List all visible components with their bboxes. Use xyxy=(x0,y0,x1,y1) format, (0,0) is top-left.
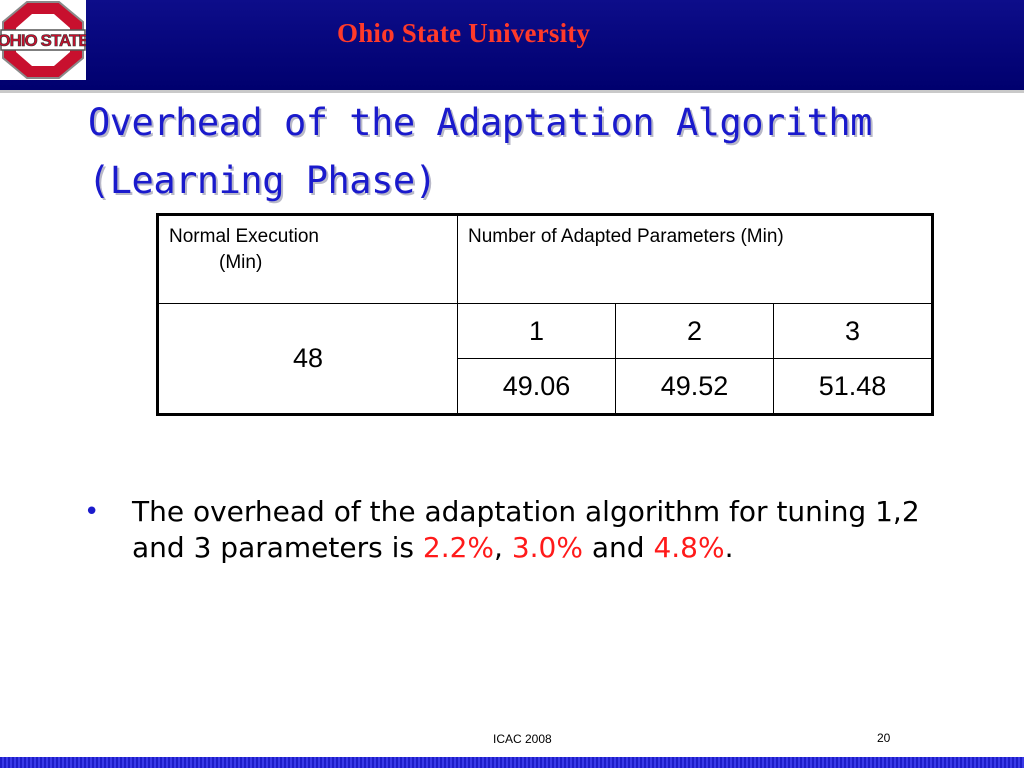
bullet-separator-1: , xyxy=(494,531,512,564)
table-row: 49.06 49.52 51.48 xyxy=(158,358,933,415)
overhead-value-1: 2.2% xyxy=(422,531,495,564)
bottom-bar xyxy=(0,757,1024,768)
overhead-table: Normal Execution (Min) Number of Adapted… xyxy=(156,213,934,416)
param-time-cell: 51.48 xyxy=(773,358,933,415)
param-count-cell: 3 xyxy=(773,303,933,359)
slide-title-line2: (Learning Phase) xyxy=(88,159,437,202)
slide-title: Overhead of the Adaptation Algorithm (Le… xyxy=(88,94,988,210)
bullet-dot-icon: • xyxy=(84,497,100,527)
footer-conference: ICAC 2008 xyxy=(493,732,552,746)
header-normal-execution-label: Normal Execution xyxy=(169,226,319,247)
param-count-cell: 2 xyxy=(615,303,774,359)
header-normal-execution: Normal Execution (Min) xyxy=(157,214,458,304)
bullet-text: The overhead of the adaptation algorithm… xyxy=(132,494,922,566)
table-header-row: Normal Execution (Min) Number of Adapted… xyxy=(157,214,933,304)
header-bar: OHIO STATE Ohio State University xyxy=(0,0,1024,90)
slide-title-line1: Overhead of the Adaptation Algorithm xyxy=(88,101,872,144)
overhead-value-2: 3.0% xyxy=(511,531,583,564)
ohio-state-logo-icon: OHIO STATE xyxy=(0,1,86,79)
header-normal-execution-unit: (Min) xyxy=(219,252,263,273)
param-count-cell: 1 xyxy=(457,303,616,359)
ohio-state-logo: OHIO STATE xyxy=(0,0,86,80)
overhead-value-3: 4.8% xyxy=(653,531,725,564)
normal-execution-value: 48 xyxy=(157,303,458,415)
header-divider xyxy=(0,90,1024,93)
param-time-cell: 49.06 xyxy=(457,358,616,415)
bullet-text-main: The overhead of the adaptation algorithm… xyxy=(132,495,920,564)
bullet-end: . xyxy=(724,531,734,564)
footer-page-number: 20 xyxy=(877,731,891,745)
bullet-separator-2: and xyxy=(582,531,654,564)
logo-text: OHIO STATE xyxy=(0,31,86,50)
param-time-cell: 49.52 xyxy=(615,358,774,415)
university-name: Ohio State University xyxy=(337,18,591,48)
table-row: 48 1 2 3 xyxy=(157,303,933,415)
header-adapted-parameters: Number of Adapted Parameters (Min) xyxy=(457,214,933,304)
